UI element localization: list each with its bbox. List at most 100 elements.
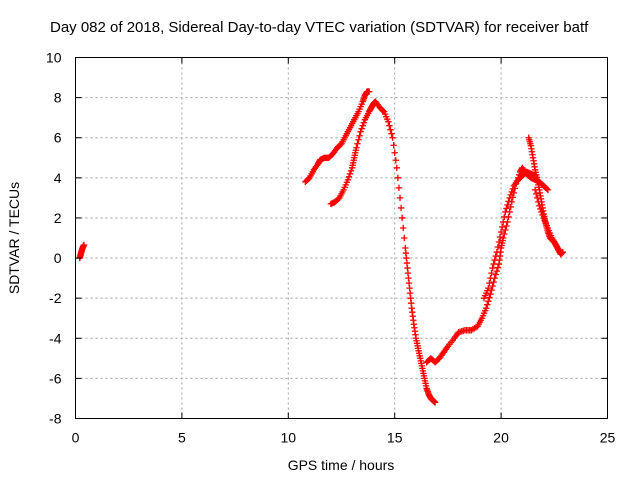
- grid-lines: [75, 57, 608, 419]
- data-point: [354, 140, 361, 147]
- series-segment-e: [480, 168, 539, 302]
- data-point: [503, 222, 510, 230]
- data-point: [390, 142, 397, 149]
- x-tick-label: 15: [387, 430, 403, 446]
- data-point: [397, 204, 405, 212]
- data-point: [485, 297, 492, 305]
- data-point: [365, 88, 373, 95]
- data-point: [391, 149, 398, 156]
- data-point: [497, 228, 505, 236]
- y-tick-label: -4: [49, 330, 62, 346]
- data-point: [360, 119, 368, 126]
- data-point: [393, 164, 401, 172]
- y-tick-label: 6: [54, 130, 62, 146]
- y-tick-label: -2: [49, 290, 62, 306]
- data-point: [487, 290, 494, 298]
- y-tick-label: -6: [49, 370, 62, 386]
- y-tick-label: 2: [54, 210, 62, 226]
- x-tick-label: 0: [72, 430, 80, 446]
- data-point: [358, 125, 365, 132]
- data-point: [379, 107, 387, 114]
- series-segment-f: [525, 134, 567, 258]
- data-point: [485, 284, 492, 292]
- data-point: [531, 186, 539, 194]
- data-point: [489, 264, 496, 272]
- data-point: [495, 238, 503, 246]
- data-point: [347, 167, 355, 175]
- x-tick-label: 25: [600, 430, 616, 446]
- y-axis-label: SDTVAR / TECUs: [6, 182, 22, 294]
- y-tick-label: 4: [54, 170, 62, 186]
- data-point: [494, 243, 502, 251]
- data-point: [392, 157, 399, 164]
- data-point: [501, 213, 508, 221]
- x-axis-label: GPS time / hours: [288, 457, 395, 473]
- data-point: [385, 118, 392, 125]
- axis-ticks: [75, 57, 608, 419]
- data-point: [483, 304, 490, 312]
- x-tick-label: 5: [178, 430, 186, 446]
- data-point: [387, 126, 394, 133]
- data-point: [502, 208, 509, 216]
- y-tick-label: 8: [54, 90, 62, 106]
- data-point: [490, 278, 497, 286]
- data-point: [543, 185, 551, 193]
- data-point: [538, 208, 545, 216]
- y-tick-labels: -8 -6 -4 -2 0 2 4 6 8 10: [46, 50, 62, 427]
- data-point: [493, 267, 501, 275]
- data-point: [504, 201, 511, 209]
- y-tick-label: -8: [49, 411, 62, 427]
- data-point: [486, 279, 493, 287]
- data-point: [493, 248, 501, 256]
- data-point: [400, 224, 407, 232]
- data-point: [507, 191, 514, 199]
- data-point: [484, 301, 491, 308]
- data-point: [533, 190, 540, 198]
- data-point: [508, 188, 515, 196]
- data-point: [398, 214, 406, 222]
- data-point: [346, 170, 354, 178]
- chart-title: Day 082 of 2018, Sidereal Day-to-day VTE…: [50, 19, 589, 36]
- series-segment-b: [302, 88, 373, 186]
- data-point: [500, 234, 507, 242]
- data-point: [344, 176, 352, 184]
- plot-frame: [75, 57, 608, 419]
- data-point: [394, 174, 402, 182]
- y-tick-label: 0: [54, 250, 62, 266]
- x-tick-labels: 0 5 10 15 20 25: [72, 430, 616, 446]
- x-tick-label: 20: [493, 430, 509, 446]
- data-point: [498, 223, 506, 231]
- data-point: [505, 198, 512, 205]
- data-point: [401, 234, 408, 242]
- data-point: [357, 128, 364, 135]
- data-point: [502, 226, 509, 234]
- data-point: [489, 282, 496, 290]
- data-point: [487, 274, 494, 282]
- data-point: [431, 399, 439, 406]
- data-point: [535, 198, 542, 206]
- data-point: [491, 256, 498, 264]
- series-segment-d: [423, 164, 552, 366]
- y-tick-label: 10: [46, 50, 62, 66]
- data-point: [345, 173, 353, 181]
- data-point: [355, 136, 362, 143]
- data-point: [488, 269, 495, 277]
- data-point: [359, 122, 366, 129]
- data-point: [534, 194, 541, 202]
- data-point: [80, 241, 88, 249]
- data-point: [496, 233, 504, 241]
- data-point: [492, 271, 499, 278]
- data-point: [539, 211, 546, 219]
- data-point: [536, 202, 543, 210]
- data-point: [389, 134, 396, 141]
- data-point: [388, 130, 395, 137]
- data-point: [500, 218, 507, 226]
- series-segment-c: [327, 98, 439, 406]
- data-points: [76, 88, 567, 406]
- data-point: [395, 184, 403, 192]
- series-segment-g: [531, 186, 564, 258]
- data-point: [356, 132, 363, 139]
- data-point: [509, 185, 517, 193]
- data-point: [386, 122, 393, 129]
